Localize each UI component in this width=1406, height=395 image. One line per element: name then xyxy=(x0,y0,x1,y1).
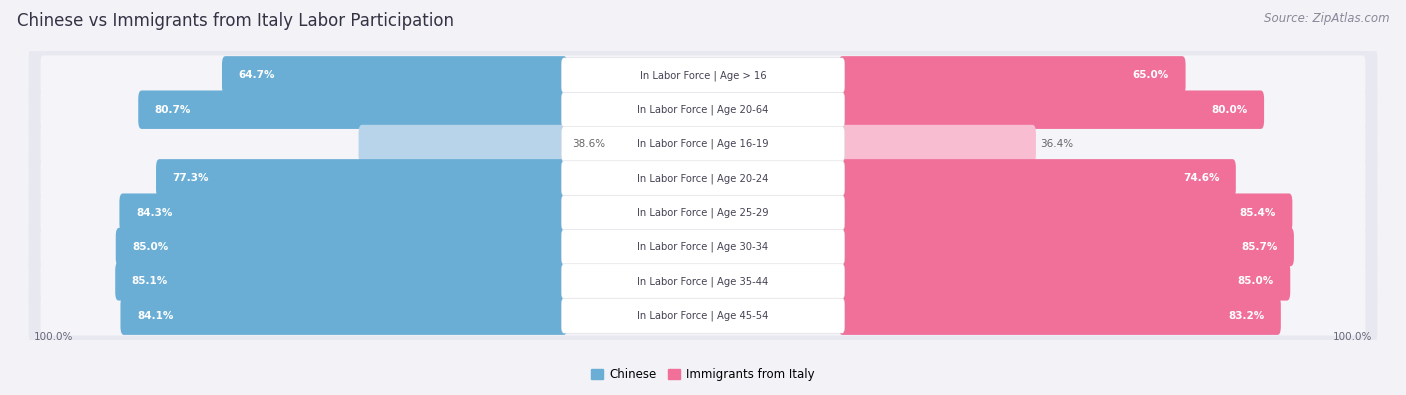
Text: 77.3%: 77.3% xyxy=(173,173,209,183)
FancyBboxPatch shape xyxy=(839,262,1291,301)
Text: 100.0%: 100.0% xyxy=(1333,332,1372,342)
Text: In Labor Force | Age 35-44: In Labor Force | Age 35-44 xyxy=(637,276,769,287)
Text: 85.0%: 85.0% xyxy=(1237,276,1274,286)
FancyBboxPatch shape xyxy=(359,125,567,163)
Text: In Labor Force | Age 20-24: In Labor Force | Age 20-24 xyxy=(637,173,769,184)
FancyBboxPatch shape xyxy=(28,46,1378,105)
FancyBboxPatch shape xyxy=(28,286,1378,345)
FancyBboxPatch shape xyxy=(839,296,1281,335)
Text: 65.0%: 65.0% xyxy=(1133,70,1168,80)
Text: In Labor Force | Age > 16: In Labor Force | Age > 16 xyxy=(640,70,766,81)
FancyBboxPatch shape xyxy=(41,124,1365,164)
Text: Source: ZipAtlas.com: Source: ZipAtlas.com xyxy=(1264,12,1389,25)
FancyBboxPatch shape xyxy=(28,183,1378,242)
Text: Chinese vs Immigrants from Italy Labor Participation: Chinese vs Immigrants from Italy Labor P… xyxy=(17,12,454,30)
FancyBboxPatch shape xyxy=(839,194,1292,232)
FancyBboxPatch shape xyxy=(138,90,567,129)
FancyBboxPatch shape xyxy=(561,264,845,299)
FancyBboxPatch shape xyxy=(41,158,1365,198)
Text: In Labor Force | Age 20-64: In Labor Force | Age 20-64 xyxy=(637,104,769,115)
FancyBboxPatch shape xyxy=(41,55,1365,95)
FancyBboxPatch shape xyxy=(839,90,1264,129)
Text: 85.0%: 85.0% xyxy=(132,242,169,252)
Text: 38.6%: 38.6% xyxy=(572,139,605,149)
FancyBboxPatch shape xyxy=(561,298,845,333)
FancyBboxPatch shape xyxy=(156,159,567,198)
Text: In Labor Force | Age 16-19: In Labor Force | Age 16-19 xyxy=(637,139,769,149)
FancyBboxPatch shape xyxy=(561,126,845,162)
FancyBboxPatch shape xyxy=(120,194,567,232)
Text: In Labor Force | Age 25-29: In Labor Force | Age 25-29 xyxy=(637,207,769,218)
FancyBboxPatch shape xyxy=(41,227,1365,267)
FancyBboxPatch shape xyxy=(115,262,567,301)
FancyBboxPatch shape xyxy=(839,56,1185,95)
FancyBboxPatch shape xyxy=(41,261,1365,301)
FancyBboxPatch shape xyxy=(839,125,1036,163)
FancyBboxPatch shape xyxy=(28,149,1378,208)
Text: 64.7%: 64.7% xyxy=(239,70,276,80)
FancyBboxPatch shape xyxy=(561,161,845,196)
Text: 80.7%: 80.7% xyxy=(155,105,191,115)
FancyBboxPatch shape xyxy=(41,90,1365,130)
FancyBboxPatch shape xyxy=(28,80,1378,139)
Text: 83.2%: 83.2% xyxy=(1227,311,1264,321)
FancyBboxPatch shape xyxy=(561,195,845,230)
FancyBboxPatch shape xyxy=(839,228,1294,266)
Legend: Chinese, Immigrants from Italy: Chinese, Immigrants from Italy xyxy=(586,363,820,386)
FancyBboxPatch shape xyxy=(28,218,1378,276)
Text: 84.3%: 84.3% xyxy=(136,208,173,218)
FancyBboxPatch shape xyxy=(561,92,845,127)
Text: 36.4%: 36.4% xyxy=(1040,139,1074,149)
FancyBboxPatch shape xyxy=(561,229,845,265)
FancyBboxPatch shape xyxy=(115,228,567,266)
FancyBboxPatch shape xyxy=(41,296,1365,336)
Text: 84.1%: 84.1% xyxy=(136,311,173,321)
FancyBboxPatch shape xyxy=(28,115,1378,173)
FancyBboxPatch shape xyxy=(28,252,1378,311)
FancyBboxPatch shape xyxy=(121,296,567,335)
Text: 85.4%: 85.4% xyxy=(1240,208,1275,218)
Text: In Labor Force | Age 45-54: In Labor Force | Age 45-54 xyxy=(637,310,769,321)
Text: In Labor Force | Age 30-34: In Labor Force | Age 30-34 xyxy=(637,242,769,252)
FancyBboxPatch shape xyxy=(561,58,845,93)
FancyBboxPatch shape xyxy=(839,159,1236,198)
Text: 80.0%: 80.0% xyxy=(1212,105,1247,115)
Text: 85.7%: 85.7% xyxy=(1241,242,1278,252)
FancyBboxPatch shape xyxy=(222,56,567,95)
FancyBboxPatch shape xyxy=(41,193,1365,233)
Text: 100.0%: 100.0% xyxy=(34,332,73,342)
Text: 74.6%: 74.6% xyxy=(1182,173,1219,183)
Text: 85.1%: 85.1% xyxy=(132,276,169,286)
